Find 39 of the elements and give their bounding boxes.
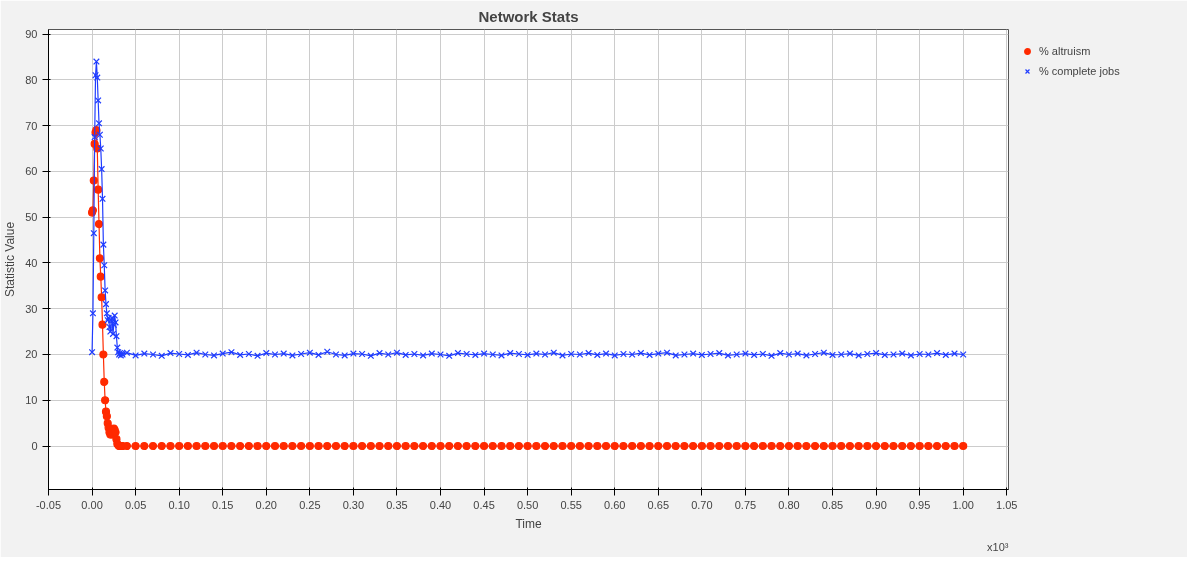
x-tick-label: 0.90 <box>865 498 887 511</box>
x-tick-label: 0.75 <box>734 498 757 511</box>
x-tick-label: 0.65 <box>647 498 670 511</box>
x-tick-label: 0.00 <box>81 498 103 511</box>
x-tick-label: 1.05 <box>996 498 1018 511</box>
y-tick-label: 60 <box>25 165 38 178</box>
x-tick-label: 0.45 <box>473 498 495 511</box>
x-tick-label: 1.00 <box>952 498 974 511</box>
x-tick-label: 0.50 <box>516 498 539 511</box>
x-tick-label: 0.10 <box>168 498 190 511</box>
y-tick-label: 10 <box>25 394 38 407</box>
x-tick-label: 0.25 <box>299 498 321 511</box>
y-tick-label: 30 <box>25 302 38 315</box>
y-tick-label: 20 <box>25 348 38 361</box>
x-tick-label: 0.80 <box>778 498 800 511</box>
x-tick-label: 0.15 <box>212 498 234 511</box>
y-tick-label: 0 <box>31 440 38 453</box>
x-tick-label: 0.35 <box>386 498 408 511</box>
x-tick-label: 0.30 <box>342 498 365 511</box>
y-tick-label: 50 <box>25 211 38 224</box>
chart-title: Network Stats <box>478 7 579 25</box>
y-axis-title: Statistic Value <box>3 221 18 298</box>
x-tick-label: 0.20 <box>255 498 277 511</box>
legend-label: % complete jobs <box>1039 65 1120 77</box>
x-tick-label: 0.70 <box>691 498 713 511</box>
x-tick-label: 0.55 <box>560 498 582 511</box>
x-tick-label: 0.95 <box>908 498 931 511</box>
y-tick-label: 70 <box>25 119 38 132</box>
y-tick-label: 80 <box>25 73 38 86</box>
y-tick-label: 90 <box>25 28 38 41</box>
x-tick-label: 0.40 <box>429 498 452 511</box>
x-tick-label: 0.85 <box>821 498 844 511</box>
x-tick-label: 0.60 <box>604 498 626 511</box>
legend-label: % altruism <box>1039 45 1091 57</box>
x-tick-label: -0.05 <box>35 498 62 511</box>
text: x10³ <box>987 540 1009 553</box>
x-axis-title: Time <box>515 516 542 531</box>
y-tick-label: 40 <box>25 256 38 269</box>
x-tick-label: 0.05 <box>124 498 147 511</box>
